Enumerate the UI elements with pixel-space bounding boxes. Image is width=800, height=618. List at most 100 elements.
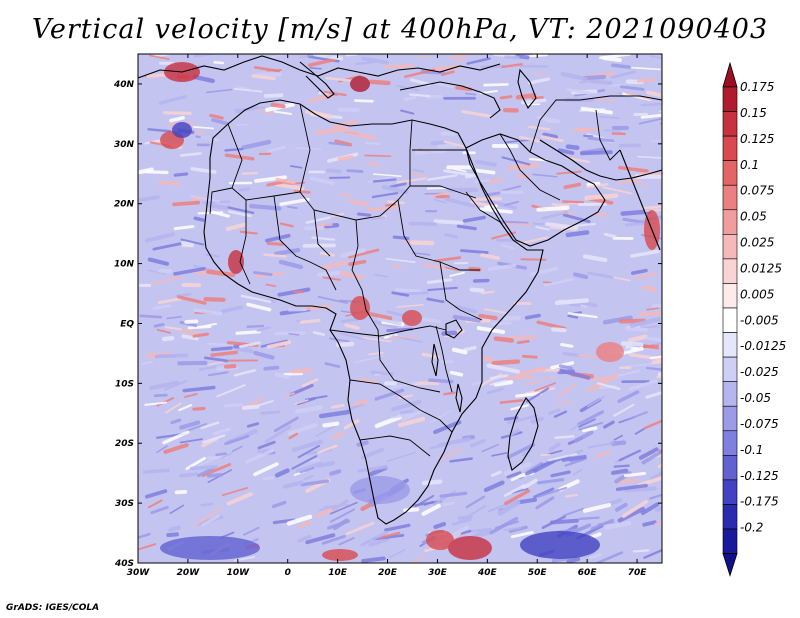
field-streak	[401, 408, 425, 422]
field-streak	[631, 66, 661, 71]
field-streak	[564, 493, 578, 498]
field-streak	[534, 382, 557, 392]
field-streak	[224, 147, 244, 152]
field-streak	[410, 240, 435, 246]
field-streak	[621, 341, 644, 347]
field-streak	[535, 496, 555, 510]
field-streak	[541, 515, 567, 529]
field-streak	[221, 487, 248, 497]
field-streak	[325, 76, 352, 82]
colorbar-label: -0.0125	[740, 339, 786, 353]
field-streak	[332, 119, 359, 129]
lon-label: 30W	[127, 568, 151, 578]
field-streak	[595, 450, 612, 459]
field-streak	[412, 173, 426, 178]
field-streak	[368, 537, 390, 547]
field-streak	[464, 92, 477, 96]
field-streak	[624, 486, 657, 493]
field-streak	[388, 548, 406, 559]
lake-malawi	[455, 383, 463, 413]
field-streak	[483, 308, 507, 314]
field-streak	[215, 452, 227, 457]
field-streak	[456, 224, 477, 231]
velocity-field-texture	[138, 54, 662, 563]
field-streak	[515, 93, 537, 100]
field-streak	[343, 419, 360, 430]
field-streak	[493, 336, 514, 343]
field-streak	[198, 365, 217, 371]
colorbar-label: -0.075	[740, 417, 779, 431]
field-streak	[335, 341, 355, 348]
field-streak	[613, 403, 635, 417]
field-streak	[487, 263, 517, 271]
field-streak	[366, 161, 380, 167]
lon-label: 20W	[177, 568, 201, 578]
field-streak	[297, 534, 312, 543]
field-streak	[410, 78, 431, 87]
field-streak	[322, 260, 348, 270]
field-streak	[209, 113, 224, 120]
field-streak	[283, 372, 303, 376]
field-streak	[502, 315, 521, 321]
field-streak	[443, 169, 474, 177]
field-streak	[162, 111, 192, 115]
field-streak	[562, 200, 585, 204]
field-streak	[629, 316, 661, 329]
lon-label: 20E	[378, 568, 398, 578]
field-streak	[558, 364, 573, 370]
field-streak	[491, 359, 521, 366]
field-streak	[211, 118, 229, 126]
field-streak	[288, 432, 299, 440]
field-streak	[503, 462, 532, 476]
colorbar-label: -0.2	[740, 521, 763, 535]
field-streak	[184, 393, 198, 398]
field-streak	[434, 82, 454, 89]
field-streak	[239, 230, 258, 235]
field-streak	[272, 518, 296, 525]
field-streak	[309, 458, 320, 463]
field-streak	[560, 71, 588, 82]
field-streak	[574, 430, 594, 443]
field-streak	[458, 505, 486, 523]
field-streak	[148, 380, 179, 391]
field-streak	[372, 173, 402, 177]
field-streak	[440, 131, 456, 137]
field-streak	[370, 216, 386, 221]
latitude-labels: 40N 30N 20N 10N EQ 10S 20S 30S 40S	[113, 80, 135, 569]
colorbar-label: 0.125	[740, 132, 774, 146]
field-streak	[579, 300, 598, 308]
field-streak	[372, 533, 405, 541]
field-streak	[322, 421, 340, 428]
field-streak	[637, 155, 662, 159]
colorbar-swatch	[722, 283, 738, 309]
field-streak	[297, 444, 320, 459]
field-streak	[354, 399, 368, 406]
field-streak	[549, 226, 578, 231]
field-streak	[284, 392, 295, 397]
field-streak	[144, 489, 168, 499]
colorbar-swatch	[722, 381, 738, 407]
field-streak	[323, 90, 347, 97]
field-streak	[275, 177, 296, 185]
field-streak	[235, 330, 261, 335]
field-streak	[144, 232, 175, 243]
field-streak	[329, 337, 350, 343]
lon-label: 30E	[428, 568, 448, 578]
field-streak	[638, 117, 662, 125]
field-streak	[614, 478, 638, 484]
field-streak	[570, 127, 601, 132]
field-streak	[274, 372, 290, 379]
field-streak	[621, 499, 648, 518]
map-plot-area	[138, 54, 662, 563]
field-streak	[604, 521, 632, 530]
field-streak	[371, 192, 399, 199]
field-streak	[610, 440, 627, 446]
field-streak	[206, 269, 236, 278]
colorbar-label: -0.125	[740, 469, 779, 483]
field-streak	[439, 491, 468, 498]
field-streak	[257, 440, 276, 450]
field-streak	[361, 447, 385, 460]
persian-gulf-coastline	[539, 139, 601, 177]
field-streak	[348, 259, 367, 266]
field-streak	[205, 253, 220, 258]
